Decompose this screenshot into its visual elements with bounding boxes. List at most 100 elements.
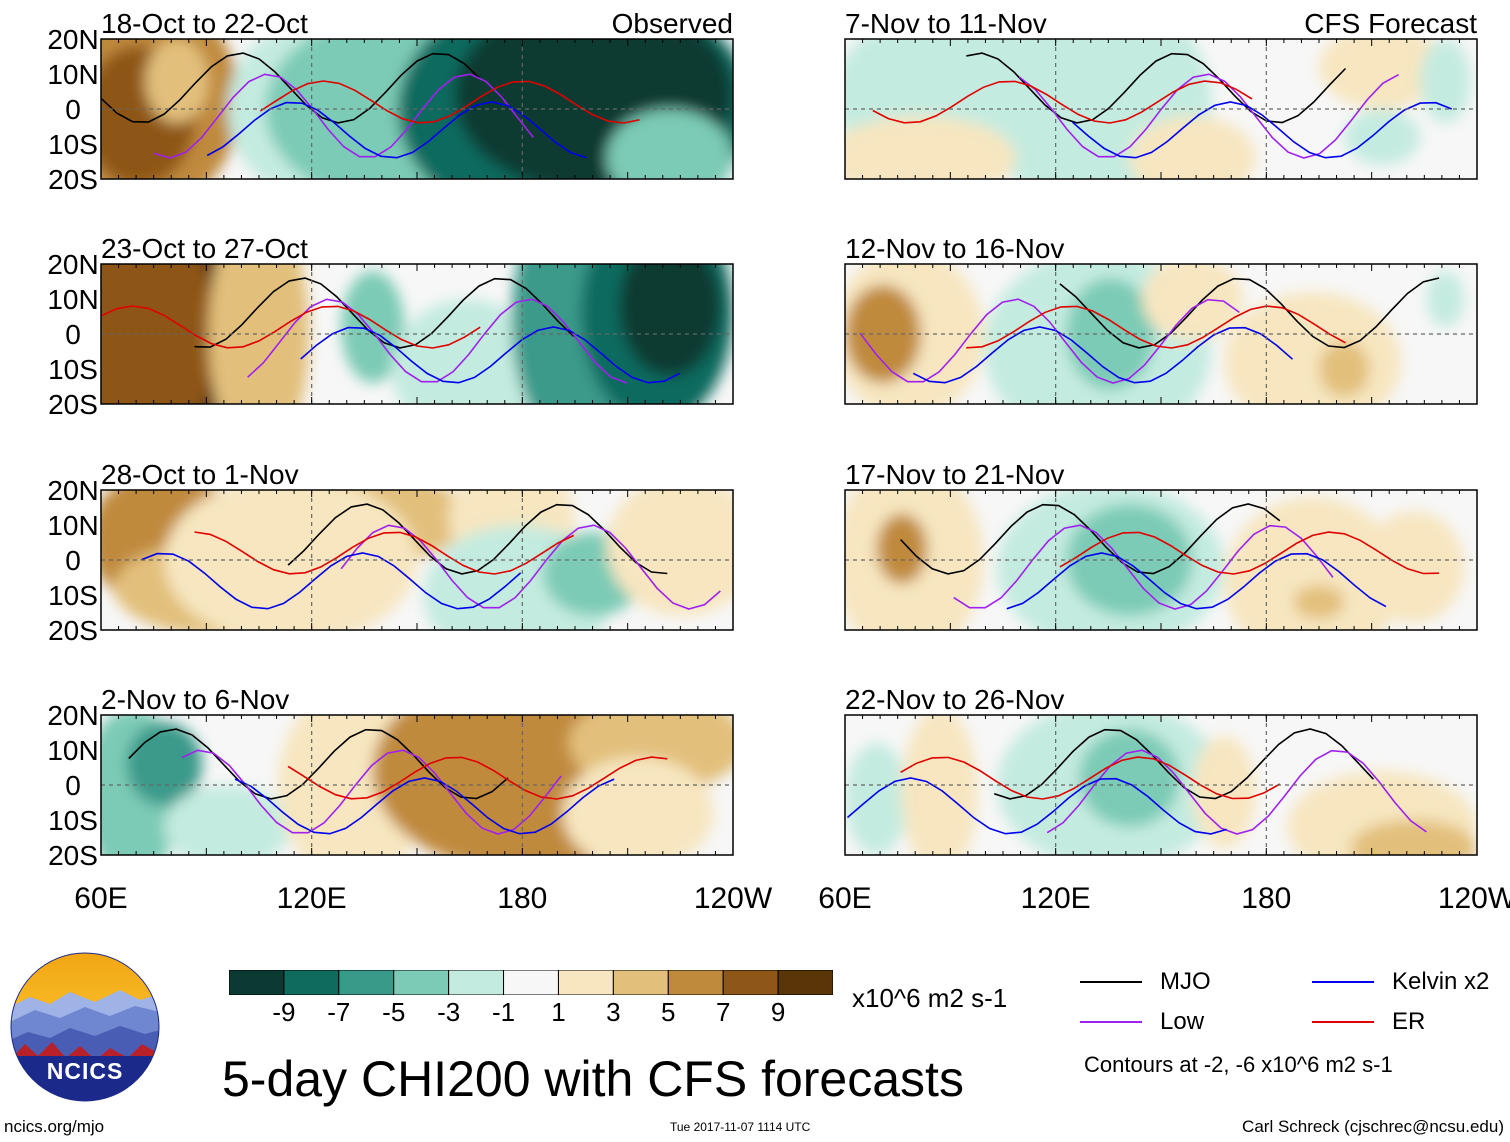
legend-line-swatch <box>1080 981 1142 983</box>
colorbar-level: -1 <box>491 997 516 1027</box>
wave-contours <box>101 52 640 159</box>
colorbar-swatch <box>228 969 285 996</box>
panel-title: 28-Oct to 1-Nov <box>101 459 299 490</box>
panel-title: 7-Nov to 11-Nov <box>845 8 1047 39</box>
x-tick-label: 60E <box>818 882 871 915</box>
colorbar-level: 7 <box>715 997 731 1027</box>
y-tick-label: 10S <box>48 580 98 611</box>
colorbar-swatch <box>503 969 559 996</box>
y-tick-label: 10N <box>47 59 98 90</box>
y-tick-label: 10S <box>48 805 98 836</box>
contour-line <box>101 305 481 349</box>
contour-line <box>859 298 1240 384</box>
contour-line <box>846 777 1227 835</box>
contour-line <box>300 326 681 384</box>
wave-contours <box>900 503 1440 610</box>
contour-line <box>234 777 615 835</box>
anomaly-blob <box>164 785 291 855</box>
contour-line <box>141 552 522 610</box>
panel-6: 12-Nov to 16-Nov <box>844 233 1478 405</box>
colorbar-swatch <box>283 969 340 996</box>
contour-line <box>1059 531 1440 575</box>
contour-line <box>1071 101 1452 159</box>
contour-line <box>1006 552 1387 610</box>
legend-item: MJO <box>1080 968 1211 996</box>
contour-line <box>912 326 1294 384</box>
legend-line-swatch <box>1312 1021 1374 1023</box>
contour-line <box>153 73 534 159</box>
legend-note: Contours at -2, -6 x10^6 m2 s-1 <box>1084 1052 1393 1077</box>
chart-title: 5-day CHI200 with CFS forecasts <box>222 1051 964 1107</box>
contour-line <box>953 524 1334 610</box>
anomaly-field <box>845 264 1477 404</box>
logo-text: NCICS <box>46 1058 124 1084</box>
panel-title: 12-Nov to 16-Nov <box>845 233 1064 264</box>
anomaly-blob <box>845 285 921 383</box>
anomaly-blob <box>164 490 417 630</box>
colorbar-swatch <box>393 969 450 996</box>
legend-item: Kelvin x2 <box>1312 968 1489 996</box>
anomaly-blob <box>1420 39 1471 123</box>
anomaly-blob <box>1129 116 1256 179</box>
colorbar-level: 5 <box>661 997 676 1027</box>
y-tick-label: 10S <box>48 354 98 385</box>
anomaly-blob <box>145 39 209 123</box>
panel-title: 22-Nov to 26-Nov <box>845 684 1064 715</box>
anomaly-blob <box>1350 820 1477 855</box>
colorbar-swatch <box>448 969 505 996</box>
wave-contours <box>859 277 1440 384</box>
y-tick-label: 20S <box>48 164 98 195</box>
panel-title: 23-Oct to 27-Oct <box>101 233 308 264</box>
anomaly-blob <box>876 513 928 584</box>
colorbar-units: x10^6 m2 s-1 <box>852 983 1008 1013</box>
anomaly-field <box>101 39 733 179</box>
x-tick-label: 120E <box>1021 882 1091 915</box>
contour-line <box>247 298 628 384</box>
panel-1: 18-Oct to 22-Oct Observed 20N 10N 0 10S 20S <box>47 8 734 195</box>
anomaly-blob <box>1192 736 1256 848</box>
anomaly-blob <box>1363 511 1465 623</box>
y-tick-label: 20S <box>48 615 98 646</box>
y-tick-label: 0 <box>65 545 81 576</box>
panel-5: 7-Nov to 11-Nov CFS Forecast <box>844 8 1478 180</box>
y-tick-label: 10N <box>47 735 98 766</box>
anomaly-blob <box>1426 271 1465 327</box>
site-url[interactable]: ncics.org/mjo <box>4 1117 105 1136</box>
legend-label: ER <box>1392 1008 1426 1035</box>
anomaly-blob <box>845 743 909 855</box>
wave-contours <box>872 52 1452 159</box>
colorbar-svg <box>228 969 834 996</box>
anomaly-blob <box>1224 497 1402 630</box>
panel-8: 22-Nov to 26-Nov 60E 120E 180 120W <box>818 684 1510 915</box>
colorbar-level: 3 <box>606 997 621 1027</box>
colorbar-level: -3 <box>437 997 461 1027</box>
anomaly-blob <box>341 271 405 383</box>
y-tick-label: 20N <box>47 700 98 731</box>
panel-7: 17-Nov to 21-Nov <box>844 459 1478 631</box>
anomaly-field <box>845 490 1477 630</box>
contour-line <box>340 524 721 610</box>
legend-label: Kelvin x2 <box>1392 968 1490 995</box>
wave-contours <box>128 728 668 835</box>
y-tick-label: 10N <box>47 510 98 541</box>
colorbar <box>228 969 834 996</box>
y-tick-label: 20N <box>47 475 98 506</box>
colorbar-swatch <box>667 969 724 996</box>
y-tick-label: 20S <box>48 840 98 871</box>
colorbar-level: 9 <box>770 997 786 1027</box>
x-tick-label: 60E <box>74 882 127 915</box>
legend-label: MJO <box>1160 968 1211 995</box>
author-credit: Carl Schreck (cjschrec@ncsu.edu) <box>1242 1117 1504 1136</box>
legend-item: ER <box>1312 1008 1425 1036</box>
anomaly-blob <box>1066 504 1193 616</box>
legend-item: Low <box>1080 1008 1204 1036</box>
colorbar-level: -9 <box>272 997 296 1027</box>
y-tick-label: 0 <box>65 319 81 350</box>
ncics-logo: NCICS <box>10 952 160 1102</box>
anomaly-blob <box>619 264 721 376</box>
column-header: CFS Forecast <box>1304 8 1477 39</box>
x-tick-label: 120W <box>694 882 773 915</box>
contour-line <box>194 277 575 349</box>
panel-title: 2-Nov to 6-Nov <box>101 684 289 715</box>
